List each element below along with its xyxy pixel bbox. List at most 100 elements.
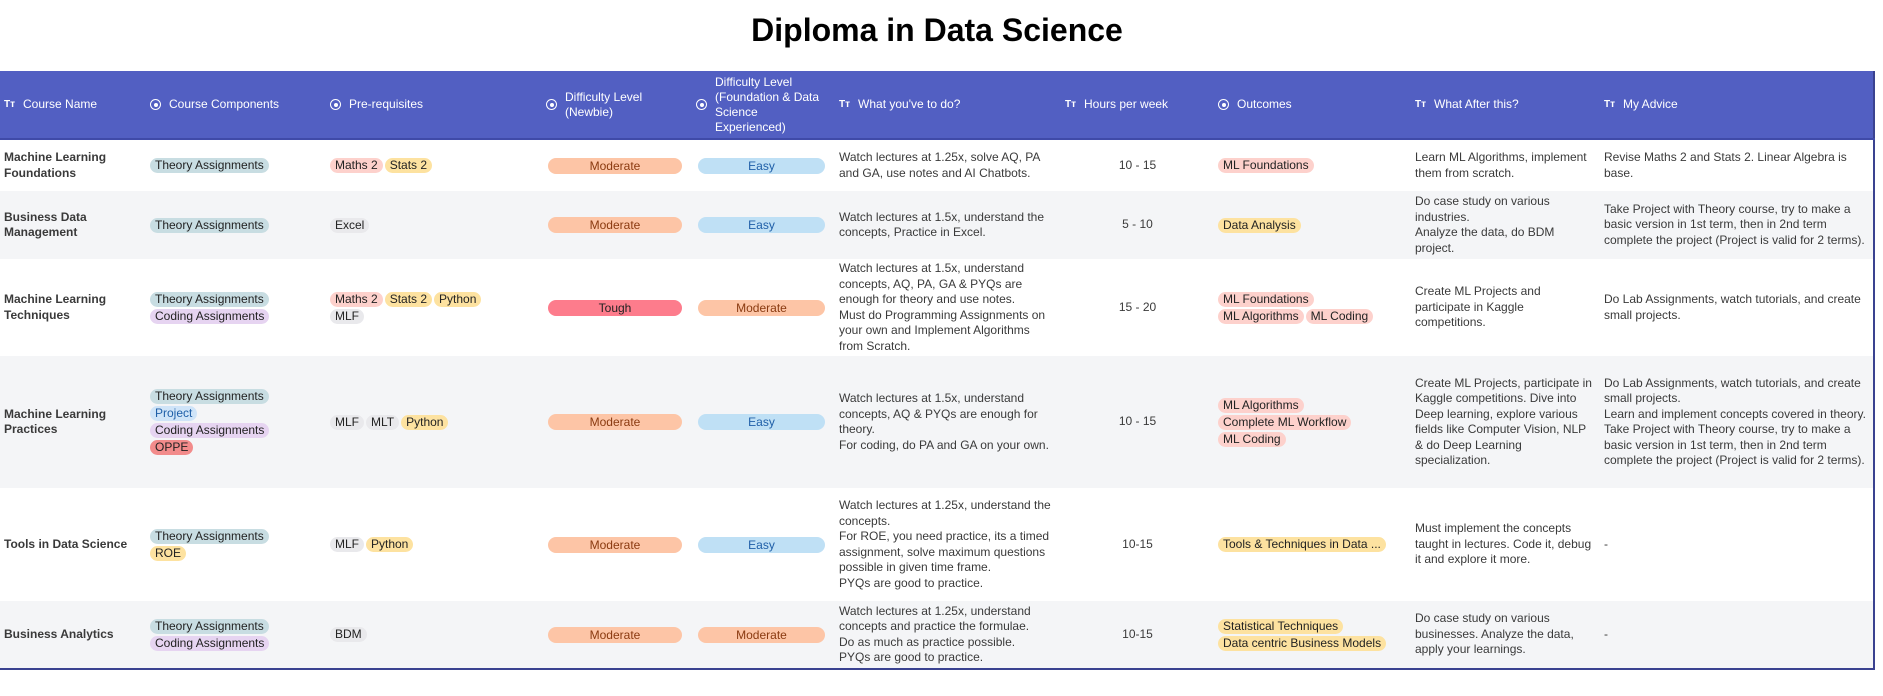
difficulty-experienced-cell[interactable]: Easy bbox=[692, 139, 835, 191]
outcome-cell[interactable]: Tools & Techniques in Data ... bbox=[1214, 488, 1411, 601]
prerequisite-tag: Python bbox=[434, 291, 482, 307]
outcome-cell[interactable]: Data Analysis bbox=[1214, 191, 1411, 259]
text-type-icon: Tт bbox=[1415, 99, 1427, 110]
todo-cell[interactable]: Watch lectures at 1.25x, solve AQ, PA an… bbox=[835, 139, 1061, 191]
difficulty-experienced-cell[interactable]: Easy bbox=[692, 488, 835, 601]
outcome-tag: ML Foundations bbox=[1218, 158, 1314, 173]
column-header-content: Tт Course Name bbox=[4, 97, 142, 112]
difficulty-experienced-cell[interactable]: Easy bbox=[692, 191, 835, 259]
column-header[interactable]: Tт What After this? bbox=[1411, 71, 1600, 140]
todo-cell[interactable]: Watch lectures at 1.5x, understand conce… bbox=[835, 356, 1061, 488]
column-header[interactable]: Tт My Advice bbox=[1600, 71, 1874, 140]
table-row[interactable]: Business Analytics Theory Assignments Codi… bbox=[0, 601, 1874, 669]
course-component-cell[interactable]: Theory Assignments ROE bbox=[146, 488, 326, 601]
difficulty-experienced-cell[interactable]: Moderate bbox=[692, 601, 835, 669]
hours-cell[interactable]: 10-15 bbox=[1061, 488, 1214, 601]
outcome-cell[interactable]: ML Algorithms Complete ML Workflow ML Codi… bbox=[1214, 356, 1411, 488]
difficulty-newbie-cell[interactable]: Moderate bbox=[542, 191, 692, 259]
after-cell[interactable]: Do case study on various industries. Ana… bbox=[1411, 191, 1600, 259]
course-component-cell[interactable]: Theory Assignments bbox=[146, 139, 326, 191]
difficulty-experienced-cell[interactable]: Moderate bbox=[692, 259, 835, 356]
after-cell[interactable]: Create ML Projects, participate in Kaggl… bbox=[1411, 356, 1600, 488]
outcome-cell[interactable]: ML Foundations bbox=[1214, 139, 1411, 191]
column-header[interactable]: Tт What you've to do? bbox=[835, 71, 1061, 140]
course-component-tag: Theory Assignments bbox=[150, 618, 269, 634]
hours-cell[interactable]: 10 - 15 bbox=[1061, 356, 1214, 488]
course-component-tag: Theory Assignments bbox=[150, 291, 269, 307]
outcome-tag: ML Algorithms bbox=[1218, 308, 1304, 324]
courses-table: Tт Course Name Course Components Pre-requis… bbox=[0, 71, 1875, 670]
difficulty-newbie-cell[interactable]: Moderate bbox=[542, 139, 692, 191]
difficulty-newbie-cell[interactable]: Moderate bbox=[542, 356, 692, 488]
difficulty-newbie-cell[interactable]: Tough bbox=[542, 259, 692, 356]
todo-cell[interactable]: Watch lectures at 1.25x, understand the … bbox=[835, 488, 1061, 601]
after-cell[interactable]: Must implement the concepts taught in le… bbox=[1411, 488, 1600, 601]
prerequisite-cell[interactable]: Maths 2 Stats 2 Python MLF bbox=[326, 259, 542, 356]
difficulty-experienced-cell[interactable]: Easy bbox=[692, 356, 835, 488]
prerequisite-cell[interactable]: Excel bbox=[326, 191, 542, 259]
advice-cell[interactable]: Do Lab Assignments, watch tutorials, and… bbox=[1600, 259, 1874, 356]
column-header[interactable]: Tт Hours per week bbox=[1061, 71, 1214, 140]
after-cell[interactable]: Do case study on various businesses. Ana… bbox=[1411, 601, 1600, 669]
course-name: Business Data Management bbox=[4, 209, 87, 240]
column-header-content: Difficulty Level (Newbie) bbox=[546, 90, 688, 120]
column-header[interactable]: Difficulty Level (Foundation & Data Scie… bbox=[692, 71, 835, 140]
after-cell[interactable]: Create ML Projects and participate in Ka… bbox=[1411, 259, 1600, 356]
outcome-tag: Data centric Business Models bbox=[1218, 635, 1387, 651]
course-name-cell[interactable]: Business Data Management bbox=[0, 191, 146, 259]
advice-cell[interactable]: Do Lab Assignments, watch tutorials, and… bbox=[1600, 356, 1874, 488]
course-name-cell[interactable]: Machine Learning Practices bbox=[0, 356, 146, 488]
difficulty-badge: Moderate bbox=[548, 217, 682, 233]
column-header-label: Difficulty Level (Newbie) bbox=[565, 89, 643, 119]
table-row[interactable]: Machine Learning Techniques Theory Assign… bbox=[0, 259, 1874, 356]
advice-cell[interactable]: - bbox=[1600, 488, 1874, 601]
table-row[interactable]: Machine Learning Foundations Theory Assig… bbox=[0, 139, 1874, 191]
table-row[interactable]: Business Data Management Theory Assignmen… bbox=[0, 191, 1874, 259]
prerequisite-cell[interactable]: BDM bbox=[326, 601, 542, 669]
text-type-icon: Tт bbox=[839, 99, 851, 110]
hours-cell[interactable]: 5 - 10 bbox=[1061, 191, 1214, 259]
table-row[interactable]: Machine Learning Practices Theory Assignm… bbox=[0, 356, 1874, 488]
column-header-content: Tт Hours per week bbox=[1065, 97, 1210, 112]
hours-cell[interactable]: 10-15 bbox=[1061, 601, 1214, 669]
outcome-tag: ML Coding bbox=[1305, 308, 1374, 324]
course-component-cell[interactable]: Theory Assignments Project Coding Assignme… bbox=[146, 356, 326, 488]
hours-cell[interactable]: 10 - 15 bbox=[1061, 139, 1214, 191]
advice-cell[interactable]: Take Project with Theory course, try to … bbox=[1600, 191, 1874, 259]
todo-cell[interactable]: Watch lectures at 1.25x, understand conc… bbox=[835, 601, 1061, 669]
column-header[interactable]: Tт Course Name bbox=[0, 71, 146, 140]
table-row[interactable]: Tools in Data Science Theory Assignments R… bbox=[0, 488, 1874, 601]
column-header[interactable]: Outcomes bbox=[1214, 71, 1411, 140]
hours-cell[interactable]: 15 - 20 bbox=[1061, 259, 1214, 356]
course-component-cell[interactable]: Theory Assignments Coding Assignments bbox=[146, 601, 326, 669]
course-component-cell[interactable]: Theory Assignments Coding Assignments bbox=[146, 259, 326, 356]
advice-text: Take Project with Theory course, try to … bbox=[1604, 201, 1865, 247]
advice-cell[interactable]: - bbox=[1600, 601, 1874, 669]
prerequisite-cell[interactable]: Maths 2 Stats 2 bbox=[326, 139, 542, 191]
after-cell[interactable]: Learn ML Algorithms, implement them from… bbox=[1411, 139, 1600, 191]
difficulty-badge: Moderate bbox=[548, 626, 682, 643]
course-name-cell[interactable]: Machine Learning Foundations bbox=[0, 139, 146, 191]
column-header-content: Tт What After this? bbox=[1415, 97, 1596, 112]
column-header[interactable]: Pre-requisites bbox=[326, 71, 542, 140]
outcome-cell[interactable]: Statistical Techniques Data centric Busin… bbox=[1214, 601, 1411, 669]
todo-cell[interactable]: Watch lectures at 1.5x, understand the c… bbox=[835, 191, 1061, 259]
prerequisite-cell[interactable]: MLF Python bbox=[326, 488, 542, 601]
course-name-cell[interactable]: Tools in Data Science bbox=[0, 488, 146, 601]
column-header-label: Difficulty Level (Foundation & Data Scie… bbox=[715, 74, 820, 134]
course-name: Machine Learning Practices bbox=[4, 406, 107, 437]
column-header-label: Course Name bbox=[23, 97, 98, 111]
outcome-cell[interactable]: ML Foundations ML Algorithms ML Coding bbox=[1214, 259, 1411, 356]
course-name-cell[interactable]: Business Analytics bbox=[0, 601, 146, 669]
todo-cell[interactable]: Watch lectures at 1.5x, understand conce… bbox=[835, 259, 1061, 356]
advice-cell[interactable]: Revise Maths 2 and Stats 2. Linear Algeb… bbox=[1600, 139, 1874, 191]
text-type-icon: Tт bbox=[4, 99, 16, 110]
course-name-cell[interactable]: Machine Learning Techniques bbox=[0, 259, 146, 356]
difficulty-newbie-cell[interactable]: Moderate bbox=[542, 488, 692, 601]
difficulty-newbie-cell[interactable]: Moderate bbox=[542, 601, 692, 669]
column-header[interactable]: Difficulty Level (Newbie) bbox=[542, 71, 692, 140]
column-header[interactable]: Course Components bbox=[146, 71, 326, 140]
prerequisite-cell[interactable]: MLF MLT Python bbox=[326, 356, 542, 488]
hours-per-week: 10 - 15 bbox=[1118, 414, 1157, 429]
course-component-cell[interactable]: Theory Assignments bbox=[146, 191, 326, 259]
